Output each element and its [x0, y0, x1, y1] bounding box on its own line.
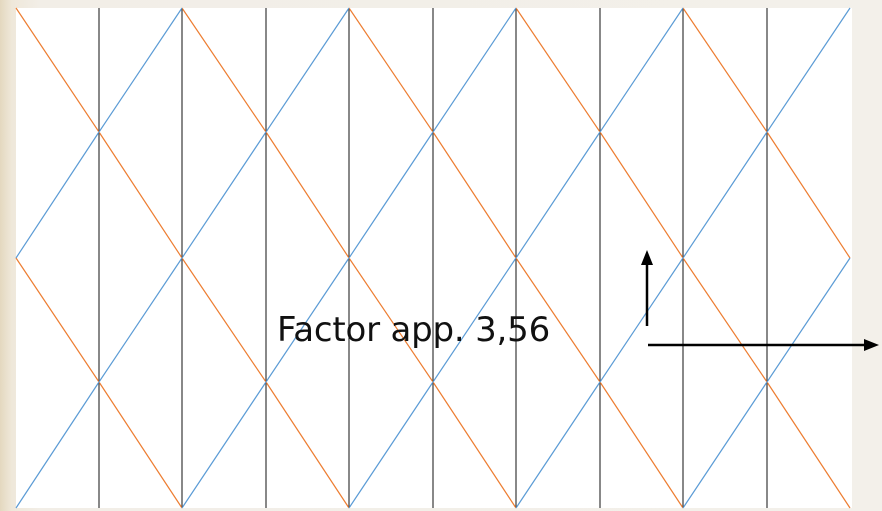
ascending-line — [265, 257, 350, 383]
descending-line — [432, 381, 517, 509]
ascending-line — [766, 257, 851, 383]
descending-line — [682, 7, 768, 133]
descending-line — [599, 131, 684, 259]
ascending-line — [15, 381, 100, 509]
descending-line — [348, 257, 434, 383]
ascending-line — [682, 381, 768, 509]
ascending-line — [181, 381, 267, 509]
ascending-diagonals — [15, 7, 851, 509]
ascending-line — [766, 7, 851, 133]
ascending-line — [515, 131, 601, 259]
ascending-line — [181, 131, 267, 259]
descending-line — [181, 7, 267, 133]
descending-line — [348, 7, 434, 133]
descending-line — [515, 257, 601, 383]
ascending-line — [98, 257, 183, 383]
descending-line — [599, 381, 684, 509]
descending-line — [15, 7, 100, 133]
descending-line — [682, 257, 768, 383]
up-arrowhead-icon — [641, 250, 653, 265]
ascending-line — [515, 381, 601, 509]
ascending-line — [432, 7, 517, 133]
ascending-line — [348, 381, 434, 509]
right-arrowhead-icon — [864, 339, 879, 351]
descending-diagonals — [15, 7, 851, 509]
ascending-line — [432, 257, 517, 383]
descending-line — [265, 381, 350, 509]
descending-line — [181, 257, 267, 383]
descending-line — [766, 131, 851, 259]
ascending-line — [348, 131, 434, 259]
descending-line — [766, 381, 851, 509]
descending-line — [15, 257, 100, 383]
descending-line — [98, 381, 183, 509]
diagram-panel — [16, 8, 852, 508]
ascending-line — [15, 131, 100, 259]
axis-arrows — [641, 250, 879, 351]
descending-line — [265, 131, 350, 259]
descending-line — [515, 7, 601, 133]
ascending-line — [98, 7, 183, 133]
ascending-line — [265, 7, 350, 133]
ascending-line — [599, 7, 684, 133]
ascending-line — [599, 257, 684, 383]
descending-line — [432, 131, 517, 259]
factor-annotation: Factor app. 3,56 — [277, 310, 551, 350]
ascending-line — [682, 131, 768, 259]
descending-line — [98, 131, 183, 259]
